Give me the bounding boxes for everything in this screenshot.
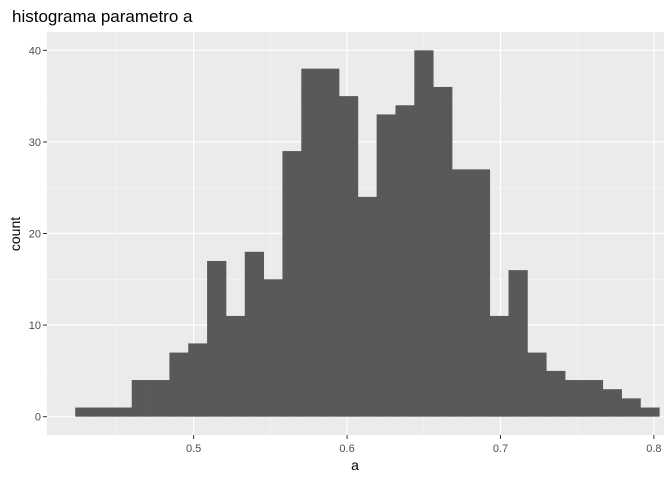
histogram-bar — [508, 270, 528, 417]
x-tick-label: 0.7 — [493, 443, 508, 455]
histogram-bar — [112, 407, 133, 417]
histogram-bar — [301, 68, 321, 417]
histogram-bars — [75, 50, 660, 417]
histogram-bar — [395, 105, 415, 417]
y-tick-label: 10 — [29, 320, 41, 332]
histogram-bar — [433, 86, 453, 417]
histogram-bar — [320, 68, 340, 417]
histogram-bar — [338, 96, 359, 417]
y-tick-label: 30 — [29, 137, 41, 149]
y-tick-label: 20 — [29, 229, 41, 241]
histogram-bar — [188, 343, 208, 417]
x-tick-label: 0.8 — [646, 443, 661, 455]
histogram-bar — [451, 169, 472, 417]
histogram-bar — [263, 279, 283, 417]
histogram-bar — [640, 407, 660, 417]
histogram-bar — [621, 398, 641, 417]
histogram-bar — [131, 380, 151, 417]
histogram-bar — [244, 251, 265, 417]
histogram-bar — [583, 380, 604, 417]
histogram-bar — [565, 380, 585, 417]
histogram-bar — [75, 407, 95, 417]
histogram-bar — [414, 50, 434, 417]
chart-title: histograma parametro a — [12, 7, 193, 26]
histogram-bar — [376, 114, 396, 417]
histogram-bar — [357, 196, 378, 417]
histogram-bar — [207, 260, 227, 417]
histogram-bar — [602, 389, 622, 417]
x-axis: 0.5 0.6 0.7 0.8 — [186, 435, 662, 455]
y-axis-label: count — [7, 217, 23, 251]
x-tick-label: 0.6 — [339, 443, 354, 455]
histogram-bar — [150, 380, 170, 417]
y-tick-label: 40 — [29, 45, 41, 57]
histogram-bar — [169, 352, 189, 417]
histogram-bar — [94, 407, 114, 417]
histogram-bar — [546, 370, 566, 417]
y-axis: 0 10 20 30 40 — [29, 45, 47, 424]
histogram-bar — [470, 169, 491, 417]
histogram-bar — [527, 352, 547, 417]
histogram-bar — [489, 315, 509, 417]
x-axis-label: a — [351, 457, 359, 473]
x-tick-label: 0.5 — [186, 443, 201, 455]
histogram-bar — [225, 315, 246, 417]
y-tick-label: 0 — [35, 412, 41, 424]
histogram-bar — [282, 151, 302, 417]
